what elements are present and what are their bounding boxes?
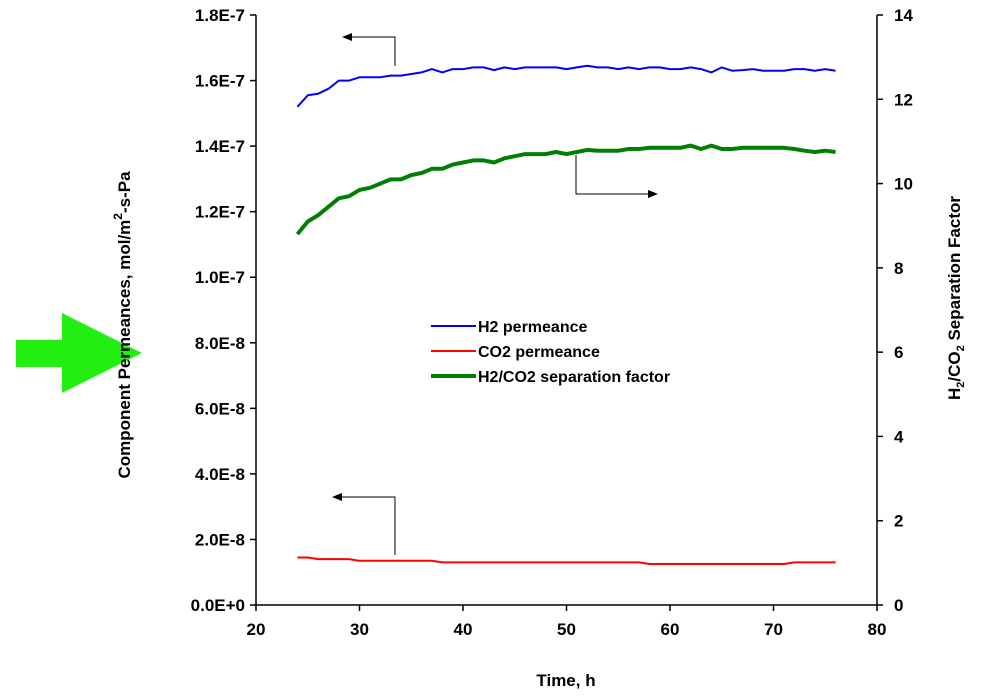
- right-y-tick-label: 14: [894, 6, 913, 25]
- left-y-tick-label: 8.0E-8: [195, 334, 245, 353]
- x-tick-label: 30: [350, 620, 369, 639]
- tick-labels: 20 30 40 50 60 70 800.0E+02.0E-84.0E-86.0E-88.…: [191, 6, 914, 639]
- separation-factor-line: [295, 143, 836, 236]
- left-y-tick-label: 1.8E-7: [195, 6, 245, 25]
- right-y-tick-label: 4: [894, 427, 904, 446]
- co2-permeance-line: [297, 556, 836, 565]
- right-y-tick-label: 10: [894, 175, 913, 194]
- x-axis-title: Time, h: [536, 671, 595, 690]
- x-tick-label: 20: [247, 620, 266, 639]
- left-y-tick-label: 1.2E-7: [195, 203, 245, 222]
- x-tick-label: 40: [454, 620, 473, 639]
- right-y-tick-label: 2: [894, 512, 903, 531]
- left-y-axis-title-sup: 2: [111, 213, 125, 220]
- left-y-tick-label: 0.0E+0: [191, 596, 245, 615]
- x-tick-label: 50: [557, 620, 576, 639]
- right-y-axis-title: H2/CO2 Separation Factor: [945, 196, 967, 400]
- h2-axis-arrow-head: [342, 33, 352, 41]
- co2-axis-arrow-head: [332, 493, 342, 501]
- left-y-tick-label: 2.0E-8: [195, 530, 245, 549]
- legend-label-h2-permeance: H2 permeance: [478, 319, 587, 336]
- h2-permeance-line: [296, 64, 836, 108]
- h2-axis-arrow-shaft: [350, 36, 396, 66]
- left-y-tick-label: 1.6E-7: [195, 72, 245, 91]
- left-y-tick-label: 6.0E-8: [195, 399, 245, 418]
- axes: [250, 14, 883, 611]
- x-tick-label: 80: [868, 620, 887, 639]
- green-right-arrow-icon: [16, 313, 142, 393]
- right-y-axis-title-part-2: /CO: [945, 351, 964, 381]
- right-y-tick-label: 8: [894, 259, 903, 278]
- h2-axis-arrow: [342, 33, 396, 66]
- left-y-axis-title: Component Permeances, mol/m2-s-Pa: [111, 171, 134, 479]
- left-y-axis-title-main: Component Permeances, mol/m: [115, 220, 134, 479]
- left-y-tick-label: 1.0E-7: [195, 268, 245, 287]
- right-y-tick-label: 6: [894, 343, 903, 362]
- right-y-axis-title-part-3: Separation Factor: [945, 196, 964, 346]
- left-y-tick-label: 4.0E-8: [195, 465, 245, 484]
- legend: H2 permeance CO2 permeance H2/CO2 separa…: [431, 319, 670, 386]
- separation-factor-axis-arrow-head: [648, 190, 658, 198]
- series-lines: [295, 64, 836, 565]
- right-y-axis-title-sub-2: 2: [955, 345, 967, 351]
- co2-axis-arrow-shaft: [340, 496, 396, 555]
- right-y-tick-label: 12: [894, 90, 913, 109]
- right-y-axis-title-part-1: H: [945, 388, 964, 400]
- annotation-arrows: [332, 33, 658, 555]
- legend-label-co2-permeance: CO2 permeance: [478, 344, 600, 361]
- separation-factor-axis-arrow-shaft: [575, 155, 650, 195]
- co2-axis-arrow: [332, 493, 396, 555]
- right-y-tick-label: 0: [894, 596, 903, 615]
- legend-label-separation-factor: H2/CO2 separation factor: [478, 369, 670, 386]
- separation-factor-axis-arrow: [575, 155, 658, 198]
- x-tick-label: 70: [764, 620, 783, 639]
- right-y-axis-title-sub-1: 2: [955, 382, 967, 388]
- left-y-axis-title-suffix: -s-Pa: [115, 171, 134, 213]
- x-tick-label: 60: [661, 620, 680, 639]
- left-y-tick-label: 1.4E-7: [195, 137, 245, 156]
